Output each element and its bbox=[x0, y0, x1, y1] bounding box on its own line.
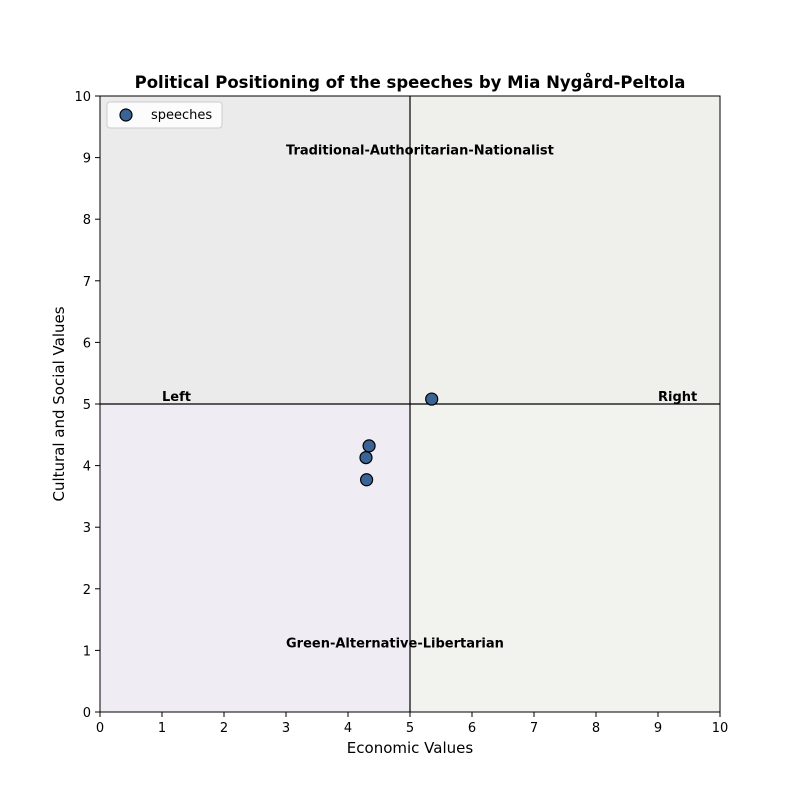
quadrant-bottom-right bbox=[410, 404, 720, 712]
y-tick-label: 1 bbox=[83, 644, 91, 659]
y-tick-label: 7 bbox=[83, 275, 91, 290]
quadrant-bottom-left bbox=[100, 404, 410, 712]
chart-title: Political Positioning of the speeches by… bbox=[135, 73, 686, 92]
quadrant-top-left bbox=[100, 96, 410, 404]
x-tick-label: 7 bbox=[530, 721, 538, 736]
x-tick-label: 3 bbox=[282, 721, 290, 736]
y-axis-label: Cultural and Social Values bbox=[50, 306, 68, 501]
legend: speeches bbox=[107, 102, 222, 128]
x-tick-label: 6 bbox=[468, 721, 476, 736]
quadrant-annotation: Green-Alternative-Libertarian bbox=[286, 636, 504, 651]
x-tick-label: 4 bbox=[344, 721, 352, 736]
quadrant-annotation: Left bbox=[162, 390, 191, 405]
x-tick-label: 10 bbox=[712, 721, 729, 736]
legend-marker bbox=[120, 109, 132, 121]
x-axis-label: Economic Values bbox=[347, 739, 474, 757]
quadrant-annotation: Right bbox=[658, 390, 697, 405]
legend-label: speeches bbox=[151, 108, 212, 123]
y-tick-label: 5 bbox=[83, 398, 91, 413]
y-tick-label: 6 bbox=[83, 336, 91, 351]
y-tick-label: 8 bbox=[83, 213, 91, 228]
x-tick-label: 9 bbox=[654, 721, 662, 736]
data-point bbox=[360, 452, 372, 464]
quadrant-top-right bbox=[410, 96, 720, 404]
x-tick-label: 0 bbox=[96, 721, 104, 736]
quadrant-annotation: Traditional-Authoritarian-Nationalist bbox=[286, 144, 554, 159]
y-tick-label: 10 bbox=[74, 90, 91, 105]
data-point bbox=[363, 440, 375, 452]
y-tick-label: 2 bbox=[83, 583, 91, 598]
y-axis-ticks: 0 1 2 3 4 5 6 7 8 9 10 bbox=[74, 90, 100, 721]
data-point bbox=[426, 393, 438, 405]
y-tick-label: 3 bbox=[83, 521, 91, 536]
data-point bbox=[361, 474, 373, 486]
x-axis-ticks: 0 1 2 3 4 5 6 7 8 9 10 bbox=[96, 712, 728, 736]
y-tick-label: 0 bbox=[83, 706, 91, 721]
x-tick-label: 8 bbox=[592, 721, 600, 736]
y-tick-label: 4 bbox=[83, 460, 91, 475]
y-tick-label: 9 bbox=[83, 152, 91, 167]
x-tick-label: 2 bbox=[220, 721, 228, 736]
x-tick-label: 1 bbox=[158, 721, 166, 736]
x-tick-label: 5 bbox=[406, 721, 414, 736]
